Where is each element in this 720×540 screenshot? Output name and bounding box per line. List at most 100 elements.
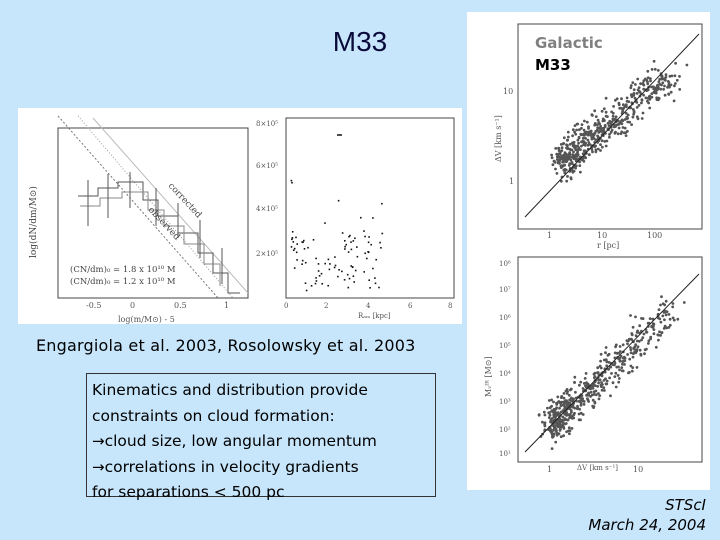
scatter-point xyxy=(635,339,639,343)
scatter-point xyxy=(613,351,617,355)
scatter-point xyxy=(612,118,615,122)
scatter-point xyxy=(622,355,626,359)
scatter-point xyxy=(565,392,569,395)
scatter-point xyxy=(568,432,571,436)
scatter-point xyxy=(668,317,672,321)
scatter-point xyxy=(580,123,584,126)
scatter-point xyxy=(579,148,582,152)
scatter-point xyxy=(618,359,622,363)
scatter-point xyxy=(566,130,570,134)
scatter-point xyxy=(659,320,663,324)
scatter-point xyxy=(640,338,643,342)
summary-textbox: Kinematics and distribution provide cons… xyxy=(86,373,436,501)
scatter-point xyxy=(573,146,576,150)
scatter-point xyxy=(657,338,660,342)
scatter-point xyxy=(576,138,580,142)
scatter-point xyxy=(579,380,583,384)
scatter-point xyxy=(658,330,661,334)
scatter-point xyxy=(573,124,577,127)
scatter-point xyxy=(599,352,603,356)
top-ytick: 10 xyxy=(503,87,513,96)
scatter-point xyxy=(356,255,359,258)
scatter-point xyxy=(576,144,579,148)
scatter-point xyxy=(329,263,331,265)
scatter-point xyxy=(593,131,597,135)
scatter-point xyxy=(573,411,576,415)
scatter-point xyxy=(663,303,667,307)
scatter-point xyxy=(292,249,295,251)
scatter-point xyxy=(601,383,604,386)
scatter-point xyxy=(557,418,561,422)
scatter-point xyxy=(573,130,576,134)
scatter-point xyxy=(632,92,636,95)
scatter-point xyxy=(582,382,586,385)
scatter-point xyxy=(620,107,624,110)
bottom-ytick: 10² xyxy=(499,426,511,434)
scatter-point xyxy=(561,423,565,427)
scatter-point xyxy=(626,120,630,124)
scatter-point xyxy=(563,163,567,167)
scatter-point xyxy=(642,332,646,336)
scatter-point xyxy=(310,285,313,287)
scatter-point xyxy=(559,435,563,439)
scatter-point xyxy=(621,103,625,107)
scatter-point xyxy=(673,74,677,78)
scatter-point xyxy=(614,125,617,128)
scatter-point xyxy=(550,431,553,434)
scatter-point xyxy=(629,337,633,341)
scatter-point xyxy=(341,270,343,273)
scatter-point xyxy=(568,147,571,151)
scatter-point xyxy=(617,351,621,355)
scatter-point xyxy=(368,279,370,281)
scatter-point xyxy=(629,351,633,355)
scatter-point xyxy=(568,414,572,418)
scatter-point xyxy=(626,353,629,356)
scatter-point xyxy=(347,286,350,289)
scatter-point xyxy=(301,263,303,265)
scatter-point xyxy=(554,167,557,171)
scatter-point xyxy=(586,133,590,137)
scatter-point xyxy=(665,310,669,314)
scatter-point xyxy=(568,162,572,166)
scatter-point xyxy=(315,280,318,282)
scatter-point xyxy=(604,144,608,148)
scatter-point xyxy=(576,404,579,408)
scatter-point xyxy=(566,146,569,150)
scatter-point xyxy=(629,93,633,97)
radial-scatter-plot: 8×10⁵ 6×10⁵ 4×10⁵ 2×10⁵ 0 2 4 6 8 Rₐₘ [k… xyxy=(256,117,455,320)
scatter-point xyxy=(664,299,668,303)
scatter-point xyxy=(652,87,656,91)
scatter-point xyxy=(678,88,682,91)
scatter-point xyxy=(555,172,559,175)
scatter-point xyxy=(581,413,585,416)
scatter-point xyxy=(347,251,350,253)
scatter-point xyxy=(631,366,635,369)
scatter-point xyxy=(570,168,574,172)
scatter-point xyxy=(613,375,617,378)
scatter-point xyxy=(652,59,656,63)
scatter-point xyxy=(615,365,619,369)
scatter-point xyxy=(571,128,575,132)
scatter-point xyxy=(661,314,665,318)
scatter-point xyxy=(578,407,581,411)
scatter-point xyxy=(674,61,677,65)
scatter-point xyxy=(563,422,567,426)
scatter-point xyxy=(292,241,295,243)
scatter-point xyxy=(301,259,304,262)
scatter-point xyxy=(657,96,660,100)
scatter-point xyxy=(675,78,679,82)
scatter-point xyxy=(634,343,638,347)
scatter-point xyxy=(650,92,654,95)
scatter-point xyxy=(543,424,547,428)
top-ytick: 1 xyxy=(509,177,514,186)
scatter-point xyxy=(602,379,606,382)
scatter-point xyxy=(563,167,567,171)
scatter-point xyxy=(605,364,609,368)
scatter-point xyxy=(562,392,566,395)
scatter-point xyxy=(572,150,575,154)
scatter-point xyxy=(589,395,592,398)
scatter-point xyxy=(654,345,658,349)
scatter-point xyxy=(653,67,657,71)
scatter-point xyxy=(370,243,372,246)
scatter-point xyxy=(367,241,370,244)
